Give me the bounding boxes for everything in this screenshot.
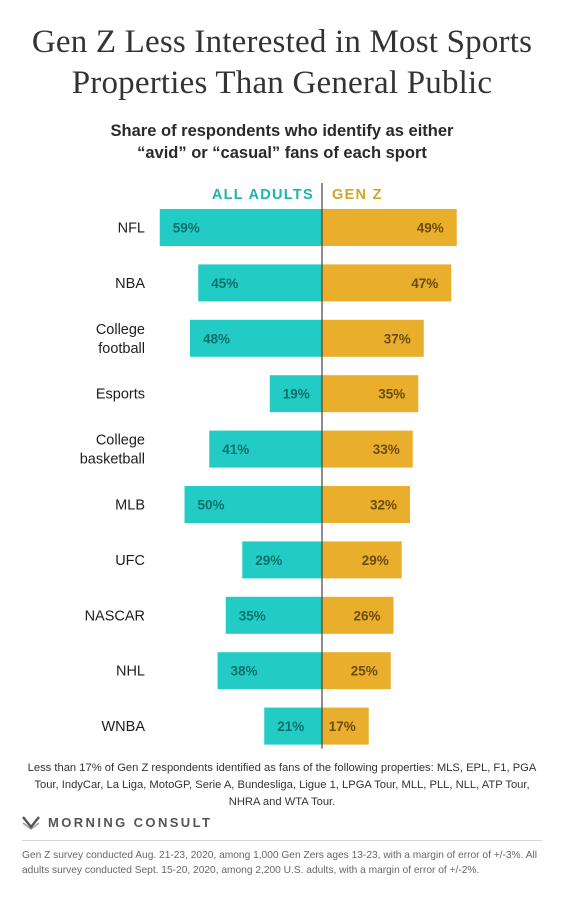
data-label-gen-z-nba: 47% <box>411 276 438 291</box>
source-note: Gen Z survey conducted Aug. 21-23, 2020,… <box>22 850 538 876</box>
bar-all-adults-wnba <box>264 707 322 745</box>
category-label-mlb: MLB <box>115 498 145 514</box>
bar-gen-z-nascar <box>322 596 394 634</box>
bar-gen-z-esports <box>322 375 419 413</box>
data-label-all-adults-nfl: 59% <box>173 221 200 236</box>
chart-subtitle: Share of respondents who identify as eit… <box>0 120 564 164</box>
bar-gen-z-wnba <box>322 707 369 745</box>
brand-logo: MORNING CONSULT <box>22 815 212 830</box>
diverging-bar-chart: NFL 59% 49% NBA 45% 47% College football 48% 37% E… <box>80 183 457 749</box>
source-divider <box>22 840 542 841</box>
data-label-gen-z-wnba: 17% <box>329 719 356 734</box>
bar-gen-z-ufc <box>322 541 402 579</box>
data-label-gen-z-ufc: 29% <box>362 553 389 568</box>
category-label-college-basketball: College basketball <box>80 433 145 468</box>
data-label-gen-z-nfl: 49% <box>417 221 444 236</box>
bar-all-adults-nfl <box>159 209 322 246</box>
morning-consult-logo-icon <box>22 815 40 830</box>
category-label-ufc: UFC <box>115 553 145 569</box>
data-label-all-adults-mlb: 50% <box>198 498 225 513</box>
data-label-all-adults-nba: 45% <box>211 276 238 291</box>
bar-all-adults-nba <box>198 264 322 302</box>
category-label-nascar: NASCAR <box>85 608 145 624</box>
legend-all-adults: ALL ADULTS <box>211 187 314 203</box>
data-label-gen-z-college-football: 37% <box>384 331 411 346</box>
bar-all-adults-nhl <box>217 652 322 690</box>
bar-all-adults-college-basketball <box>209 430 322 468</box>
data-label-all-adults-nhl: 38% <box>231 664 258 679</box>
brand-name: MORNING CONSULT <box>48 815 213 830</box>
category-label-wnba: WNBA <box>102 719 146 735</box>
category-label-nhl: NHL <box>116 664 145 680</box>
category-label-esports: Esports <box>96 387 145 403</box>
category-label-college-football: College football <box>96 322 145 357</box>
data-label-all-adults-college-basketball: 41% <box>222 442 249 457</box>
footnote: Less than 17% of Gen Z respondents ident… <box>27 762 537 808</box>
data-label-all-adults-ufc: 29% <box>255 553 282 568</box>
data-label-gen-z-nascar: 26% <box>353 608 380 623</box>
bar-all-adults-nascar <box>225 596 322 634</box>
chart-title: Gen Z Less Interested in Most Sports Pro… <box>31 24 533 101</box>
bar-gen-z-nfl <box>322 209 457 246</box>
bar-all-adults-college-football <box>190 319 322 357</box>
bar-gen-z-college-basketball <box>322 430 413 468</box>
bar-all-adults-esports <box>269 375 322 413</box>
bar-gen-z-mlb <box>322 486 410 523</box>
data-label-all-adults-college-football: 48% <box>203 331 230 346</box>
data-label-gen-z-esports: 35% <box>378 387 405 402</box>
data-label-all-adults-wnba: 21% <box>277 719 304 734</box>
data-label-gen-z-college-basketball: 33% <box>373 442 400 457</box>
data-label-gen-z-nhl: 25% <box>351 664 378 679</box>
data-label-all-adults-esports: 19% <box>283 387 310 402</box>
bar-gen-z-college-football <box>322 319 424 357</box>
bar-all-adults-mlb <box>184 486 322 523</box>
data-label-all-adults-nascar: 35% <box>239 608 266 623</box>
legend-gen-z: GEN Z <box>332 187 383 203</box>
category-label-nba: NBA <box>115 276 145 292</box>
bar-all-adults-ufc <box>242 541 322 579</box>
bar-gen-z-nba <box>322 264 452 302</box>
data-label-gen-z-mlb: 32% <box>370 498 397 513</box>
category-label-nfl: NFL <box>118 221 145 237</box>
subtitle-line-1: Share of respondents who identify as eit… <box>110 122 454 140</box>
bar-gen-z-nhl <box>322 652 391 690</box>
subtitle-line-2: “avid” or “casual” fans of each sport <box>137 144 427 162</box>
